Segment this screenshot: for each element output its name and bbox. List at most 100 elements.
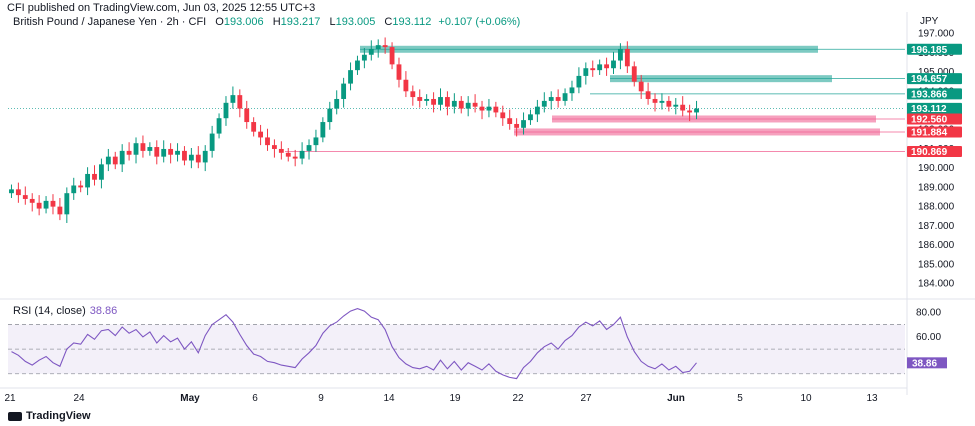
price-axis-tag-label: 194.657: [911, 74, 948, 85]
candle-body: [271, 145, 277, 149]
price-axis-tag-label: 193.866: [911, 89, 948, 100]
candle-body: [258, 131, 264, 138]
candle-body: [673, 104, 679, 107]
price-axis-tag: [907, 145, 962, 157]
candle-body: [237, 95, 243, 109]
candle-body: [403, 79, 409, 92]
rsi-series-line: [11, 308, 697, 380]
chart-legend: British Pound / Japanese Yen · 2h · CFI …: [13, 16, 520, 28]
time-tick-label: 13: [866, 393, 878, 404]
rsi-tick-label: 80.00: [916, 307, 941, 318]
price-tick-label: 190.000: [918, 163, 955, 174]
low-value: 193.005: [335, 16, 376, 28]
candle-body: [251, 122, 257, 132]
candle-body: [666, 100, 672, 107]
rsi-legend: RSI (14, close) 38.86: [13, 305, 117, 317]
price-axis-tag: [907, 43, 962, 55]
candle-body: [507, 118, 513, 124]
price-axis-tag-label: 196.185: [911, 45, 948, 56]
price-axis-tag-label: 193.112: [911, 104, 947, 115]
candle-body: [9, 189, 14, 194]
publisher-line: CFI published on TradingView.com, Jun 03…: [7, 2, 316, 14]
price-axis-tag-label: 190.869: [911, 147, 948, 158]
candle-body: [528, 114, 533, 121]
rsi-axis-tag-label: 38.86: [912, 358, 937, 369]
candle-body: [624, 48, 630, 67]
candle-body: [472, 102, 478, 107]
candle-body: [555, 97, 561, 101]
price-axis-tag: [907, 73, 962, 85]
open-label: O: [215, 16, 224, 28]
candle-body: [465, 102, 471, 109]
candle-body: [562, 93, 568, 101]
candle-body: [417, 97, 423, 101]
candle-body: [355, 60, 360, 71]
candle-body: [22, 195, 28, 199]
candle-body: [652, 98, 658, 103]
rsi-tick-label: 60.00: [916, 332, 941, 343]
close-label: C: [384, 16, 393, 28]
candle-body: [521, 120, 526, 128]
candle-body: [617, 48, 623, 61]
candle-body: [389, 47, 395, 65]
candle-body: [244, 108, 250, 123]
candle-body: [168, 148, 174, 155]
change-value: +0.107 (+0.06%): [438, 16, 521, 28]
price-tick-label: 197.000: [918, 29, 955, 40]
time-tick-label: May: [180, 393, 200, 404]
low-label: L: [329, 16, 336, 28]
candle-body: [534, 106, 540, 115]
candle-body: [216, 118, 222, 134]
time-tick-label: 27: [580, 393, 592, 404]
footer-brand: TradingView: [8, 410, 91, 422]
candle-body: [209, 133, 215, 151]
candle-body: [278, 148, 284, 153]
price-axis-tag-label: 192.560: [911, 114, 948, 125]
time-tick-label: 22: [512, 393, 524, 404]
tradingview-logo-icon: [8, 411, 22, 421]
candle-body: [195, 154, 201, 163]
candle-body: [368, 48, 374, 55]
candle-body: [514, 123, 520, 128]
candle-body: [687, 110, 693, 113]
candle-body: [424, 98, 430, 101]
candle-body: [188, 154, 194, 161]
candle-body: [451, 100, 457, 107]
candle-body: [493, 106, 499, 113]
candle-body: [479, 106, 485, 111]
candle-body: [161, 148, 167, 157]
candle-body: [680, 104, 686, 111]
rsi-axis-tag: [907, 357, 947, 369]
candle-body: [631, 66, 637, 82]
price-tick-label: 188.000: [918, 202, 955, 213]
candle-body: [85, 173, 91, 188]
candle-body: [500, 112, 506, 119]
candle-body: [223, 102, 229, 119]
candle-body: [313, 137, 319, 146]
candle-body: [590, 68, 596, 71]
price-tick-label: 184.000: [918, 279, 955, 290]
candle-body: [36, 202, 42, 209]
candle-body: [292, 156, 298, 159]
currency-label: JPY: [920, 16, 939, 27]
candle-body: [71, 185, 77, 194]
time-tick-label: Jun: [667, 393, 685, 404]
candle-body: [182, 150, 187, 161]
candle-body: [105, 156, 111, 165]
candle-body: [611, 60, 616, 69]
rsi-label: RSI (14, close): [13, 305, 86, 317]
symbol-title: British Pound / Japanese Yen · 2h · CFI: [13, 16, 207, 28]
price-tick-label: 189.000: [918, 182, 955, 193]
candle-body: [126, 150, 132, 155]
candle-body: [15, 189, 21, 196]
candle-body: [202, 150, 208, 163]
candle-body: [43, 200, 49, 209]
candle-body: [119, 150, 125, 165]
candle-body: [327, 108, 333, 123]
candle-body: [604, 64, 610, 69]
candle-body: [320, 122, 326, 138]
time-tick-label: 10: [800, 393, 812, 404]
candle-body: [541, 100, 547, 107]
candle-body: [569, 87, 575, 94]
